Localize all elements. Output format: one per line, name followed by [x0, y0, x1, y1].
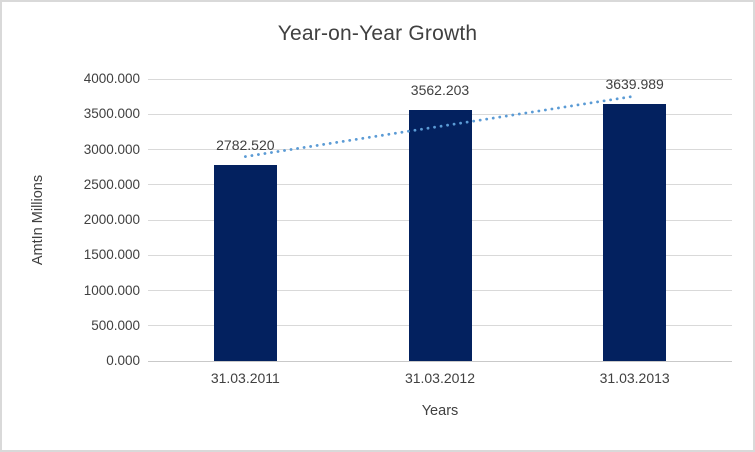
- y-tick-label: 3500.000: [83, 106, 140, 122]
- bar-31.03.2012: [408, 109, 472, 361]
- y-tick-label: 0.000: [106, 353, 140, 368]
- x-tick-label: 31.03.2012: [404, 370, 476, 386]
- y-tick-label: 3000.000: [83, 141, 140, 157]
- x-axis-title: Years: [421, 403, 459, 419]
- bar-data-label: 2782.520: [216, 136, 275, 153]
- y-tick-label: 1000.000: [83, 282, 140, 298]
- y-tick-label: 2000.000: [83, 212, 140, 227]
- y-tick-label: 4000.000: [83, 71, 140, 86]
- bar-31.03.2011: [213, 164, 277, 361]
- plot-area: 2782.520 3562.203 3639.989: [148, 76, 732, 362]
- gridline: [148, 78, 732, 80]
- trendline: [243, 94, 637, 158]
- bar-data-label: 3562.203: [410, 81, 470, 98]
- x-tick-label: 31.03.2011: [210, 370, 280, 386]
- y-tick-label: 500.000: [91, 317, 140, 333]
- y-tick-label: 2500.000: [83, 176, 140, 192]
- y-tick-label: 1500.000: [83, 247, 140, 263]
- chart-title: Year-on-Year Growth: [277, 22, 478, 45]
- x-tick-label: 31.03.2013: [599, 370, 670, 386]
- bar-31.03.2013: [603, 104, 667, 361]
- bar-data-label: 3639.989: [605, 76, 664, 93]
